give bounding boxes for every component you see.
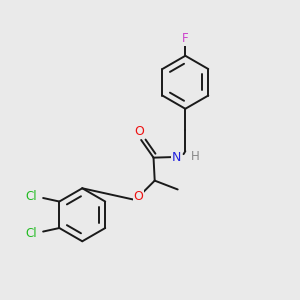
Text: Cl: Cl — [26, 190, 37, 203]
Text: N: N — [172, 151, 181, 164]
Text: F: F — [182, 32, 189, 45]
Text: H: H — [191, 150, 200, 163]
Text: O: O — [134, 190, 143, 203]
Text: Cl: Cl — [26, 227, 37, 240]
Text: O: O — [134, 125, 144, 138]
